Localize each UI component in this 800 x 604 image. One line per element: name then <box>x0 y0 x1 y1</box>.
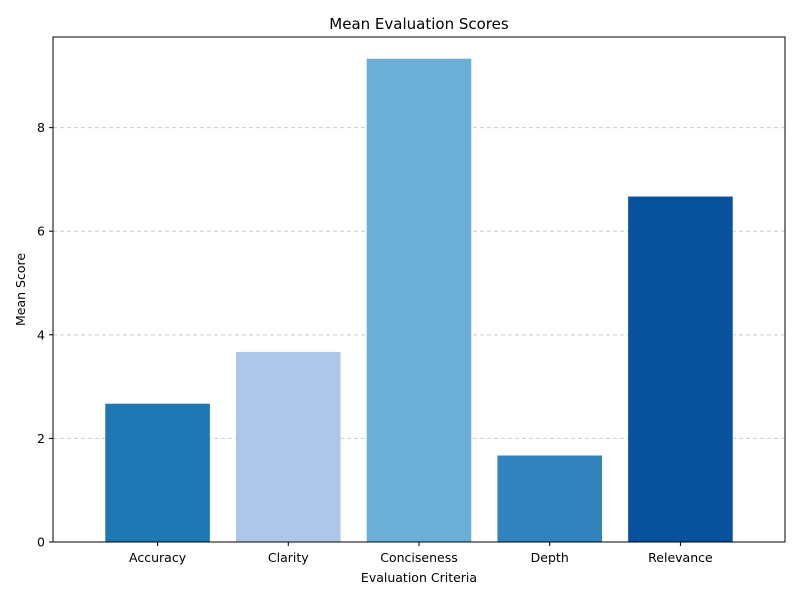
bars <box>105 58 733 542</box>
x-tick-label-conciseness: Conciseness <box>380 550 457 565</box>
y-tick-label: 6 <box>37 224 45 239</box>
x-tick-label-depth: Depth <box>531 550 569 565</box>
y-tick-label: 4 <box>37 327 45 342</box>
bar-accuracy <box>105 403 210 542</box>
y-axis-ticks: 0 2 4 6 8 <box>37 120 53 550</box>
y-tick-label: 2 <box>37 431 45 446</box>
y-tick-label: 0 <box>37 535 45 550</box>
x-tick-label-clarity: Clarity <box>268 550 309 565</box>
chart-title: Mean Evaluation Scores <box>329 15 509 33</box>
y-tick-label: 8 <box>37 120 45 135</box>
bar-conciseness <box>366 58 472 542</box>
x-axis-label: Evaluation Criteria <box>361 570 477 585</box>
y-axis-label: Mean Score <box>13 253 28 326</box>
bar-depth <box>497 455 602 542</box>
x-axis-ticks: Accuracy Clarity Conciseness Depth Relevance <box>129 542 713 565</box>
bar-clarity <box>236 351 341 542</box>
x-tick-label-accuracy: Accuracy <box>129 550 187 565</box>
x-tick-label-relevance: Relevance <box>648 550 713 565</box>
bar-relevance <box>628 196 733 542</box>
